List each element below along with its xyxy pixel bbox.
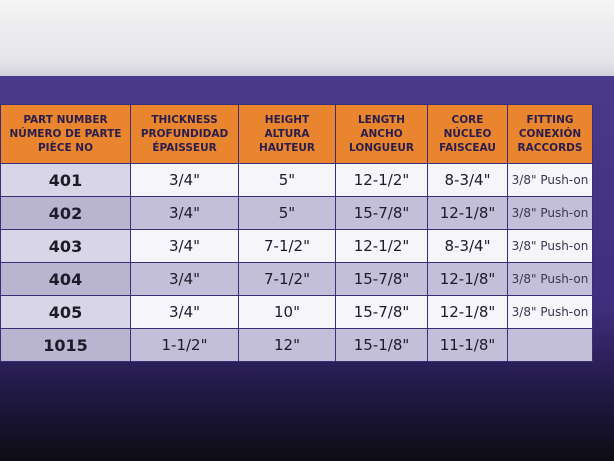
header-line: HAUTEUR: [258, 142, 316, 154]
header-row: PART NUMBER NÚMERO DE PARTE PIÈCE NO THICKN…: [0, 104, 593, 164]
spec-table: PART NUMBER NÚMERO DE PARTE PIÈCE NO THICKN…: [0, 104, 593, 362]
cell: 3/4": [130, 262, 239, 296]
cell: 3/4": [130, 295, 239, 329]
data-row: 404 3/4" 7-1/2" 15-7/8" 12-1/8" 3/8" Push-on: [0, 262, 593, 296]
cell: 401: [0, 163, 131, 197]
cell: 12-1/2": [335, 229, 428, 263]
cell: 3/4": [130, 196, 239, 230]
header-line: CORE: [451, 114, 484, 126]
cell: 15-7/8": [335, 196, 428, 230]
cell: 405: [0, 295, 131, 329]
cell: 3/4": [130, 163, 239, 197]
header-line: ÉPAISSEUR: [152, 142, 217, 154]
data-row: 1015 1-1/2" 12" 15-1/8" 11-1/8": [0, 328, 593, 362]
header-line: THICKNESS: [151, 114, 218, 126]
cell: 3/8" Push-on: [507, 229, 593, 263]
header-line: RACCORDS: [517, 142, 583, 154]
cell: 12": [238, 328, 336, 362]
cell: 5": [238, 163, 336, 197]
cell: 8-3/4": [427, 229, 508, 263]
data-row: 402 3/4" 5" 15-7/8" 12-1/8" 3/8" Push-on: [0, 196, 593, 230]
cell: 15-1/8": [335, 328, 428, 362]
header-cell: LENGTH ANCHO LONGUEUR: [335, 104, 428, 164]
cell: 11-1/8": [427, 328, 508, 362]
cell: 12-1/8": [427, 196, 508, 230]
cell: 3/8" Push-on: [507, 295, 593, 329]
cell: 7-1/2": [238, 229, 336, 263]
header-line: LENGTH: [357, 114, 406, 126]
cell: 3/8" Push-on: [507, 163, 593, 197]
cell: 3/8" Push-on: [507, 262, 593, 296]
header-line: FITTING: [526, 114, 574, 126]
cell: 404: [0, 262, 131, 296]
header-line: HEIGHT: [264, 114, 310, 126]
cell: 403: [0, 229, 131, 263]
cell: 12-1/2": [335, 163, 428, 197]
cell: 8-3/4": [427, 163, 508, 197]
header-line: FAISCEAU: [439, 142, 496, 154]
header-line: NÚCLEO: [443, 128, 492, 140]
cell: 12-1/8": [427, 262, 508, 296]
cell: 402: [0, 196, 131, 230]
header-line: PIÈCE NO: [37, 142, 94, 154]
header-line: CONEXIÓN: [518, 128, 582, 140]
cell: 5": [238, 196, 336, 230]
header-cell: THICKNESS PROFUNDIDAD ÉPAISSEUR: [130, 104, 239, 164]
cell: 7-1/2": [238, 262, 336, 296]
cell: 10": [238, 295, 336, 329]
cell: 3/8" Push-on: [507, 196, 593, 230]
data-row: 405 3/4" 10" 15-7/8" 12-1/8" 3/8" Push-on: [0, 295, 593, 329]
header-line: NÚMERO DE PARTE: [9, 128, 122, 140]
header-line: LONGUEUR: [349, 142, 414, 154]
cell: 1015: [0, 328, 131, 362]
header-cell: HEIGHT ALTURA HAUTEUR: [238, 104, 336, 164]
cell: 3/4": [130, 229, 239, 263]
cell: 1-1/2": [130, 328, 239, 362]
header-line: PART NUMBER: [23, 114, 108, 126]
cell: [507, 328, 593, 362]
header-line: ANCHO: [360, 128, 403, 140]
cell: 12-1/8": [427, 295, 508, 329]
header-cell: FITTING CONEXIÓN RACCORDS: [507, 104, 593, 164]
data-row: 401 3/4" 5" 12-1/2" 8-3/4" 3/8" Push-on: [0, 163, 593, 197]
cell: 15-7/8": [335, 262, 428, 296]
cell: 15-7/8": [335, 295, 428, 329]
header-line: ALTURA: [264, 128, 310, 140]
table-body: PART NUMBER NÚMERO DE PARTE PIÈCE NO THICKN…: [0, 104, 593, 362]
header-line: PROFUNDIDAD: [140, 128, 229, 140]
header-cell: PART NUMBER NÚMERO DE PARTE PIÈCE NO: [0, 104, 131, 164]
data-row: 403 3/4" 7-1/2" 12-1/2" 8-3/4" 3/8" Push-on: [0, 229, 593, 263]
header-cell: CORE NÚCLEO FAISCEAU: [427, 104, 508, 164]
